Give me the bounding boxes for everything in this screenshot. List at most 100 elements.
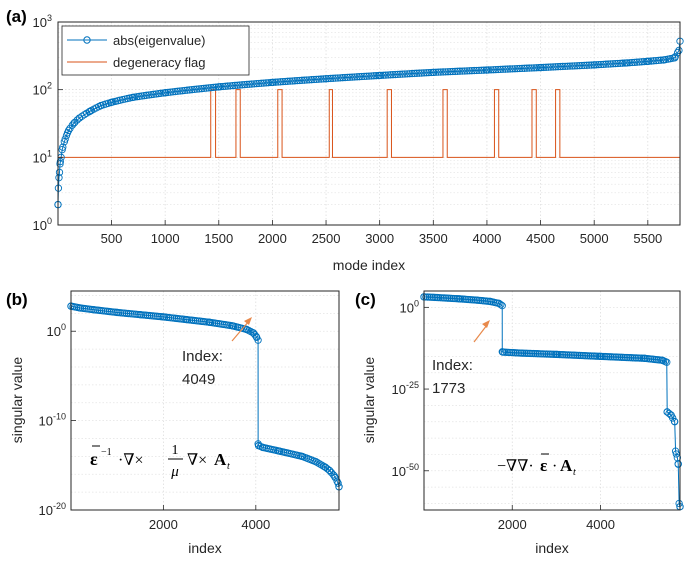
panel-b-annotation-line1: Index: (182, 348, 223, 365)
eigen-marker (492, 65, 500, 74)
eigen-marker (365, 72, 373, 80)
eigen-marker (164, 88, 172, 97)
legend-eigen-marker (83, 36, 91, 44)
eigen-marker (571, 62, 579, 70)
panel-b-ylabel: singular value (9, 357, 25, 444)
eigen-marker (633, 58, 641, 66)
panel-c-annotation-line1: Index: (432, 357, 473, 374)
eigen-marker (300, 76, 309, 84)
panel-c-annotation: Index: 1773 (432, 320, 490, 397)
eigen-marker (288, 77, 297, 85)
eigen-marker (226, 82, 234, 90)
eigen-marker (257, 79, 265, 87)
eigen-marker (217, 83, 225, 91)
eigen-marker (496, 65, 505, 74)
eigen-marker (559, 62, 567, 71)
eigen-marker (640, 57, 648, 66)
eigen-marker (621, 59, 629, 67)
panel-b-annotation-arrow (231, 320, 250, 342)
eigen-marker (159, 89, 167, 97)
eigen-marker (269, 78, 277, 86)
eigen-marker (642, 57, 651, 66)
eigen-marker (276, 78, 285, 86)
panel-c-chart: 2000 4000 100 10-25 10-50 index singular va… (361, 290, 684, 556)
formula-c-eps: ε (540, 456, 547, 475)
eigen-marker (140, 92, 148, 100)
eigen-marker (224, 82, 232, 90)
eigen-marker (281, 77, 289, 86)
panel-b-marker (314, 459, 322, 467)
eigen-marker (197, 84, 206, 93)
eigen-marker (408, 69, 416, 78)
panel-c-formula: −∇∇· ε · A t (497, 453, 576, 478)
panel-b-marker (325, 466, 334, 475)
eigen-marker (188, 86, 196, 94)
eigen-marker (453, 67, 462, 75)
eigen-marker (267, 78, 275, 87)
eigen-marker (389, 71, 397, 79)
eigen-marker (358, 72, 366, 81)
eigen-marker (623, 59, 632, 67)
eigen-marker (628, 58, 636, 67)
panel-c-marker (665, 409, 673, 418)
panel-c-x-ticks: 2000 4000 (498, 505, 615, 532)
panel-c-axes-box (423, 290, 681, 511)
eigen-marker (252, 80, 261, 88)
eigen-marker (379, 71, 388, 79)
eigen-marker (494, 65, 502, 74)
eigen-marker (463, 67, 471, 75)
eigen-marker (401, 70, 409, 78)
eigen-marker (602, 60, 610, 68)
panel-c-marker (674, 460, 682, 468)
formula-b-den: μ (170, 464, 179, 480)
eigen-marker (128, 93, 136, 102)
eigen-marker (499, 65, 507, 73)
eigen-marker (511, 65, 519, 73)
formula-b-op2: ∇× (187, 452, 207, 469)
eigen-marker (403, 70, 411, 78)
eigen-marker (240, 80, 249, 89)
panel-a-xtick-label: 5000 (580, 231, 609, 246)
eigen-marker (336, 74, 344, 82)
eigen-marker (372, 72, 380, 80)
eigen-marker (303, 76, 311, 84)
formula-b-A: A (214, 450, 227, 469)
eigen-marker (506, 65, 514, 73)
eigen-marker (162, 89, 170, 97)
panel-label-b: (b) (6, 290, 28, 309)
eigen-marker (611, 59, 620, 68)
eigen-marker (298, 76, 306, 84)
panel-b-marker (331, 473, 339, 482)
eigen-marker (312, 75, 321, 84)
formula-b-inv: −1 (101, 447, 112, 458)
eigen-marker (193, 85, 201, 93)
eigen-marker (255, 79, 263, 88)
eigen-marker (173, 87, 182, 95)
eigen-marker (307, 76, 316, 84)
panel-b-ytick-label: 100 (47, 322, 66, 339)
eigen-marker (219, 82, 227, 91)
eigen-marker (537, 63, 545, 72)
eigen-marker (145, 91, 153, 99)
eigen-marker (367, 72, 376, 80)
eigen-marker (305, 76, 313, 84)
panel-c-series (420, 293, 684, 511)
panel-b-y-ticks: 100 10-10 10-20 (39, 322, 76, 518)
eigen-marker (176, 87, 184, 95)
panel-a-ytick-label: 100 (33, 216, 52, 233)
panel-label-a: (a) (6, 7, 27, 26)
eigen-marker (544, 63, 553, 71)
eigen-marker (207, 83, 215, 92)
eigen-marker (331, 74, 340, 82)
panel-a-xtick-label: 3500 (419, 231, 448, 246)
panel-c-marker (497, 301, 505, 309)
eigen-marker (355, 73, 364, 81)
eigen-marker (353, 73, 361, 81)
eigen-marker (138, 92, 146, 100)
eigen-marker (647, 57, 655, 65)
panel-c-marker (661, 357, 670, 366)
formula-c-prefix: −∇∇· (497, 458, 534, 475)
eigen-marker (434, 68, 443, 76)
eigen-marker (482, 66, 490, 74)
